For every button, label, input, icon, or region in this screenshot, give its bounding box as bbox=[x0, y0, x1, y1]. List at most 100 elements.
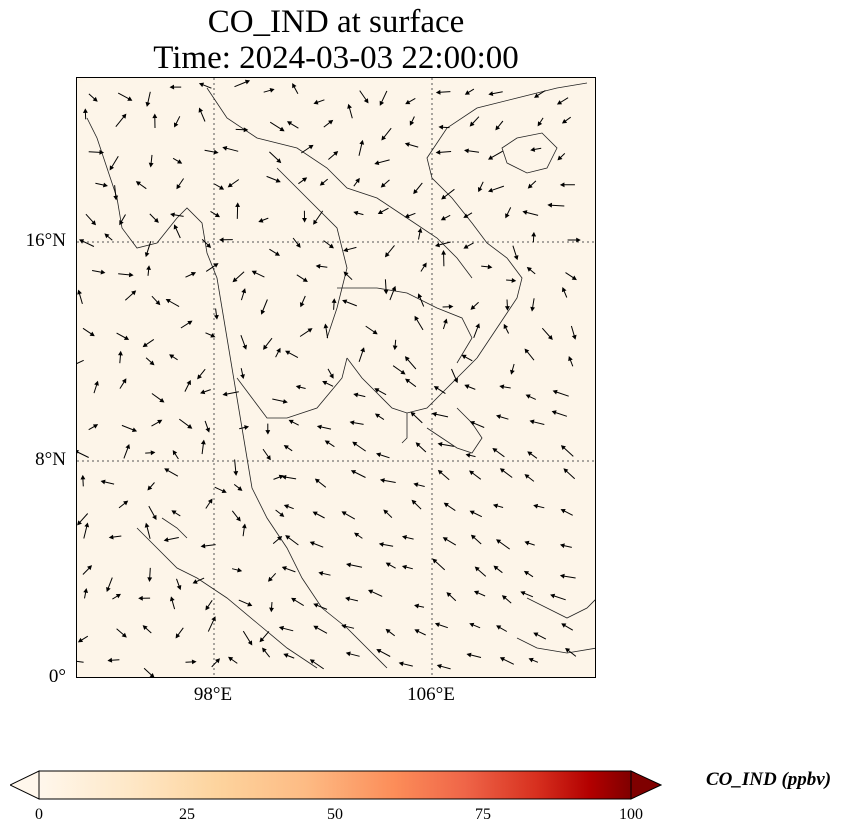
wind-arrow bbox=[530, 180, 537, 187]
wind-arrow-head bbox=[282, 399, 288, 404]
wind-arrow bbox=[145, 338, 155, 346]
wind-arrow-head bbox=[392, 345, 398, 351]
wind-arrow-head bbox=[383, 509, 389, 515]
wind-arrow-head bbox=[106, 586, 111, 592]
wind-arrow bbox=[473, 537, 482, 545]
wind-arrow-head bbox=[354, 532, 360, 538]
wind-arrow bbox=[563, 510, 573, 516]
wind-arrow bbox=[145, 627, 152, 634]
wind-arrow-head bbox=[152, 113, 158, 119]
wind-arrow bbox=[392, 365, 403, 373]
wind-arrow bbox=[394, 339, 397, 347]
wind-arrow bbox=[472, 116, 480, 124]
wind-arrow-head bbox=[186, 379, 191, 386]
wind-arrow bbox=[512, 245, 517, 257]
colorbar-label: CO_IND (ppbv) bbox=[706, 769, 832, 790]
wind-arrow bbox=[240, 368, 244, 376]
wind-arrow bbox=[499, 626, 508, 632]
wind-arrow bbox=[146, 241, 152, 254]
wind-arrow bbox=[107, 577, 113, 589]
wind-arrow-head bbox=[441, 194, 447, 200]
colorbar-tick-0: 0 bbox=[35, 806, 43, 823]
wind-arrow-head bbox=[495, 414, 502, 420]
wind-arrow-head bbox=[346, 562, 352, 568]
wind-arrow bbox=[288, 537, 299, 546]
wind-arrow bbox=[440, 665, 451, 670]
wind-arrow bbox=[174, 512, 181, 517]
wind-arrow bbox=[504, 597, 512, 604]
wind-arrow bbox=[263, 89, 271, 93]
wind-arrow-head bbox=[308, 144, 314, 150]
wind-arrow bbox=[357, 212, 364, 216]
map-panel bbox=[76, 77, 596, 678]
wind-arrow-head bbox=[278, 625, 284, 631]
wind-arrow-head bbox=[438, 124, 444, 130]
wind-arrow-head bbox=[401, 534, 407, 540]
wind-arrow bbox=[496, 505, 504, 508]
map-svg bbox=[77, 78, 595, 677]
wind-arrow bbox=[541, 327, 551, 338]
wind-arrow-head bbox=[222, 391, 228, 397]
wind-arrow-head bbox=[465, 452, 471, 458]
wind-arrow-head bbox=[109, 165, 115, 171]
wind-arrow bbox=[467, 386, 476, 390]
wind-arrow bbox=[379, 454, 390, 459]
wind-arrow-head bbox=[469, 121, 475, 127]
wind-arrow-head bbox=[533, 503, 539, 509]
wind-arrow-head bbox=[550, 593, 556, 599]
wind-arrow bbox=[204, 149, 215, 153]
wind-arrow bbox=[301, 146, 311, 154]
wind-arrow-head bbox=[228, 656, 234, 662]
wind-arrow bbox=[264, 650, 271, 658]
wind-arrow bbox=[88, 151, 101, 153]
wind-arrow bbox=[112, 535, 122, 538]
wind-arrow bbox=[286, 446, 293, 452]
wind-arrow-head bbox=[446, 592, 452, 597]
wind-arrow-head bbox=[463, 244, 469, 249]
wind-arrow-head bbox=[571, 334, 577, 340]
wind-arrow-head bbox=[192, 579, 198, 584]
wind-arrow-head bbox=[205, 605, 210, 611]
wind-arrow bbox=[124, 292, 134, 301]
wind-arrow-head bbox=[77, 289, 82, 295]
wind-arrow bbox=[435, 413, 449, 418]
wind-vectors bbox=[77, 79, 581, 677]
wind-arrow-head bbox=[218, 185, 225, 190]
wind-arrow-head bbox=[328, 119, 334, 125]
wind-arrow-head bbox=[281, 474, 287, 480]
wind-arrow-head bbox=[333, 150, 339, 156]
wind-arrow bbox=[345, 301, 357, 307]
wind-arrow-head bbox=[374, 388, 380, 393]
wind-arrow-head bbox=[464, 148, 469, 154]
wind-arrow bbox=[345, 625, 355, 629]
wind-arrow-head bbox=[100, 269, 106, 275]
wind-arrow bbox=[472, 624, 481, 629]
wind-arrow-head bbox=[413, 482, 419, 488]
wind-arrow bbox=[499, 541, 510, 550]
wind-arrow-head bbox=[247, 601, 253, 607]
wind-arrow bbox=[444, 214, 451, 219]
wind-arrow bbox=[389, 289, 395, 301]
wind-arrow bbox=[175, 116, 181, 125]
wind-arrow-head bbox=[493, 565, 499, 571]
wind-arrow-head bbox=[206, 243, 212, 249]
wind-arrow-head bbox=[213, 149, 219, 155]
wind-arrow-head bbox=[379, 100, 385, 106]
wind-arrow bbox=[287, 505, 294, 510]
wind-arrow-head bbox=[165, 298, 171, 304]
wind-arrow bbox=[381, 207, 389, 213]
wind-arrow bbox=[180, 322, 190, 329]
wind-arrow bbox=[357, 534, 363, 539]
wind-arrow-head bbox=[84, 522, 90, 528]
wind-arrow-head bbox=[565, 647, 571, 653]
wind-arrow-head bbox=[437, 441, 443, 447]
wind-arrow-head bbox=[496, 539, 502, 544]
wind-arrow-head bbox=[285, 535, 291, 540]
wind-arrow-head bbox=[414, 629, 420, 634]
wind-arrow-head bbox=[522, 210, 528, 215]
wind-arrow-head bbox=[147, 577, 153, 582]
wind-arrow-head bbox=[135, 181, 141, 186]
wind-arrow bbox=[436, 387, 446, 395]
wind-arrow-head bbox=[513, 255, 519, 261]
wind-arrow bbox=[534, 147, 542, 150]
